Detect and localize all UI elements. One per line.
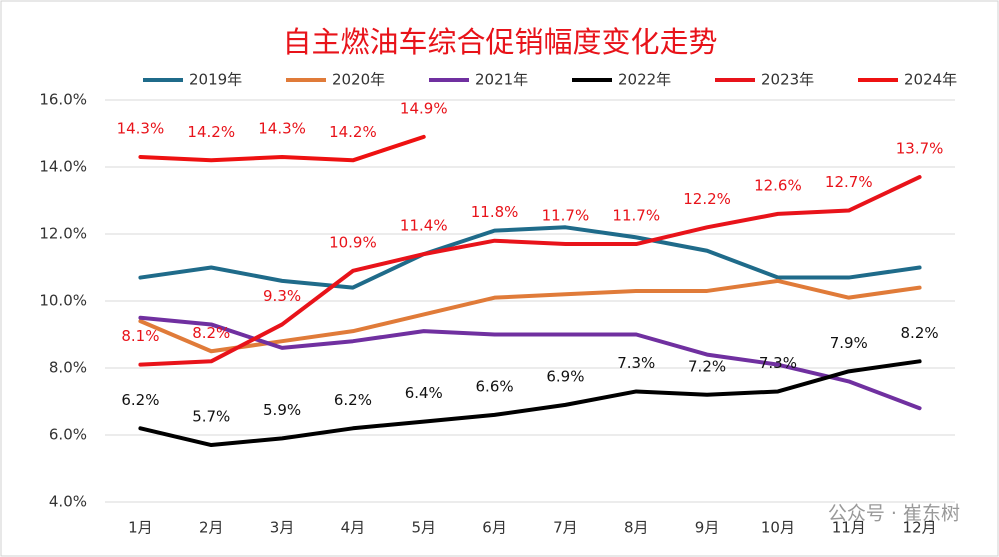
legend-label: 2024年: [904, 71, 957, 89]
data-label: 12.6%: [754, 176, 802, 194]
data-label: 7.3%: [759, 354, 797, 372]
data-label: 7.2%: [688, 357, 726, 375]
x-tick-label: 6月: [482, 519, 507, 537]
data-label: 5.9%: [263, 401, 301, 419]
data-label: 14.3%: [258, 119, 306, 137]
x-tick-label: 12月: [903, 519, 937, 537]
data-label: 11.7%: [542, 207, 590, 225]
y-tick-label: 6.0%: [49, 426, 87, 444]
data-label: 13.7%: [896, 140, 944, 158]
data-label: 8.2%: [192, 324, 230, 342]
series-line: [138, 225, 922, 290]
watermark: 公众号 · 崔东树: [828, 503, 960, 525]
data-label: 11.4%: [400, 217, 448, 235]
data-label: 6.4%: [405, 384, 443, 402]
data-label: 7.3%: [617, 354, 655, 372]
x-tick-label: 10月: [761, 519, 795, 537]
series-line: [138, 134, 426, 163]
series-line: [138, 359, 922, 448]
x-tick-label: 7月: [553, 519, 578, 537]
legend-label: 2019年: [189, 71, 242, 89]
x-tick-label: 8月: [624, 519, 649, 537]
data-label: 6.9%: [546, 367, 584, 385]
legend-label: 2022年: [618, 71, 671, 89]
data-label: 11.7%: [612, 207, 660, 225]
data-label: 7.9%: [830, 334, 868, 352]
x-tick-label: 5月: [411, 519, 436, 537]
data-label: 11.8%: [471, 203, 519, 221]
data-label: 12.7%: [825, 173, 873, 191]
x-tick-label: 4月: [341, 519, 366, 537]
data-label: 8.1%: [121, 327, 159, 345]
legend-label: 2023年: [761, 71, 814, 89]
data-label: 12.2%: [683, 190, 731, 208]
data-label: 8.2%: [901, 324, 939, 342]
x-tick-label: 9月: [695, 519, 720, 537]
data-label: 10.9%: [329, 233, 377, 251]
data-label: 14.2%: [187, 123, 235, 141]
y-tick-label: 16.0%: [39, 91, 87, 109]
x-tick-label: 11月: [832, 519, 866, 537]
y-tick-label: 4.0%: [49, 493, 87, 511]
chart-title: 自主燃油车综合促销幅度变化走势: [282, 25, 717, 59]
data-label: 9.3%: [263, 287, 301, 305]
y-tick-label: 12.0%: [39, 225, 87, 243]
x-tick-label: 2月: [199, 519, 224, 537]
x-tick-label: 1月: [128, 519, 153, 537]
x-tick-label: 3月: [270, 519, 295, 537]
data-label: 6.2%: [334, 391, 372, 409]
data-label: 14.3%: [117, 119, 165, 137]
series-line: [138, 315, 922, 411]
data-label: 6.6%: [476, 377, 514, 395]
data-label: 5.7%: [192, 408, 230, 426]
data-label: 14.2%: [329, 123, 377, 141]
data-label: 14.9%: [400, 99, 448, 117]
series-line: [138, 175, 922, 367]
y-tick-label: 8.0%: [49, 359, 87, 377]
y-tick-label: 10.0%: [39, 292, 87, 310]
legend-label: 2020年: [332, 71, 385, 89]
y-tick-label: 14.0%: [39, 158, 87, 176]
data-label: 6.2%: [121, 391, 159, 409]
legend-label: 2021年: [475, 71, 528, 89]
